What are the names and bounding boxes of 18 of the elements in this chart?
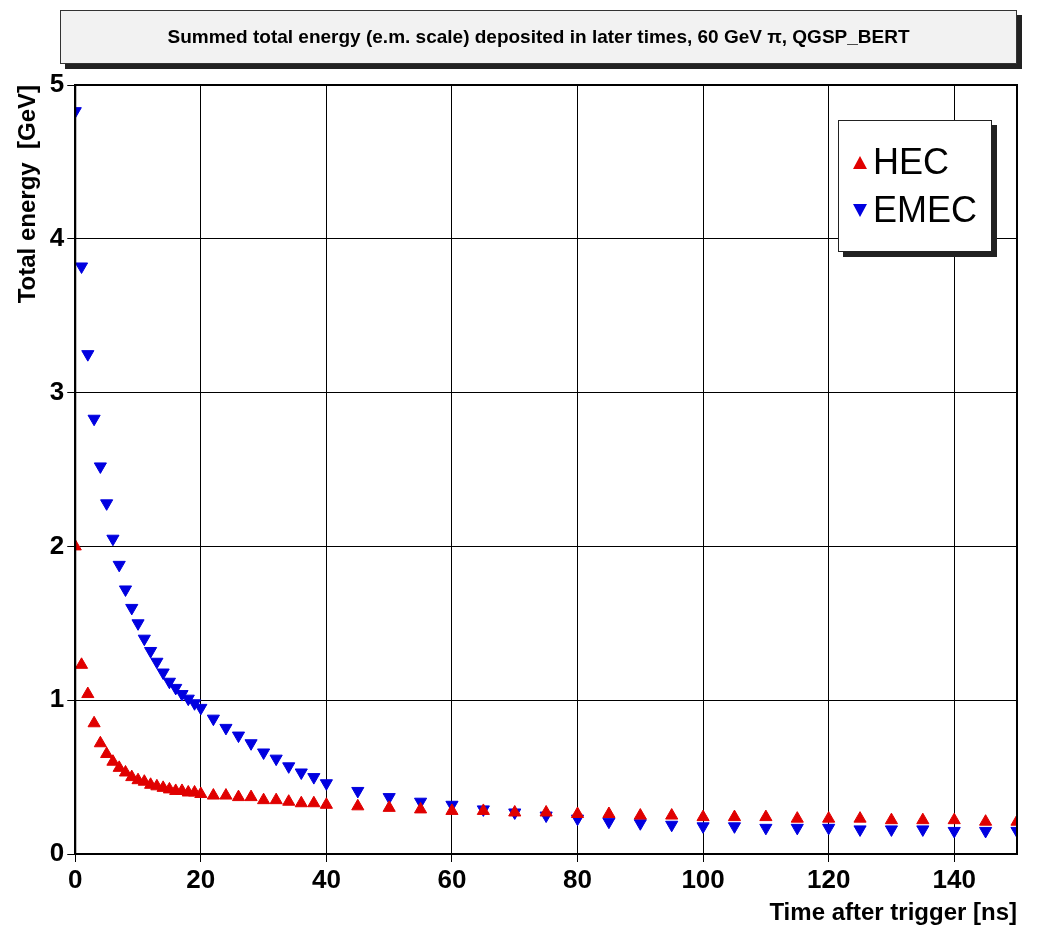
x-tick-label: 120 xyxy=(806,863,851,894)
y-tick-label: 4 xyxy=(49,221,65,252)
y-axis-title: Total energy [GeV] xyxy=(13,85,41,304)
legend-label: EMEC xyxy=(873,189,978,231)
y-tick-label: 2 xyxy=(49,529,65,560)
chart-title: Summed total energy (e.m. scale) deposited in later times, 60 GeV π, QGSP_BERT xyxy=(60,10,1017,64)
legend-label: HEC xyxy=(873,141,950,183)
x-tick-label: 140 xyxy=(932,863,976,894)
x-tick-label: 20 xyxy=(186,863,216,894)
x-axis-title: Time after trigger [ns] xyxy=(769,898,1017,926)
x-tick-label: 100 xyxy=(681,863,725,894)
x-tick-label: 40 xyxy=(311,863,341,894)
x-tick-label: 60 xyxy=(437,863,467,894)
y-tick-label: 1 xyxy=(49,683,65,714)
y-tick-label: 5 xyxy=(49,68,65,99)
x-tick-label: 80 xyxy=(563,863,592,894)
y-tick-label: 3 xyxy=(49,375,65,406)
y-tick-label: 0 xyxy=(49,837,65,868)
